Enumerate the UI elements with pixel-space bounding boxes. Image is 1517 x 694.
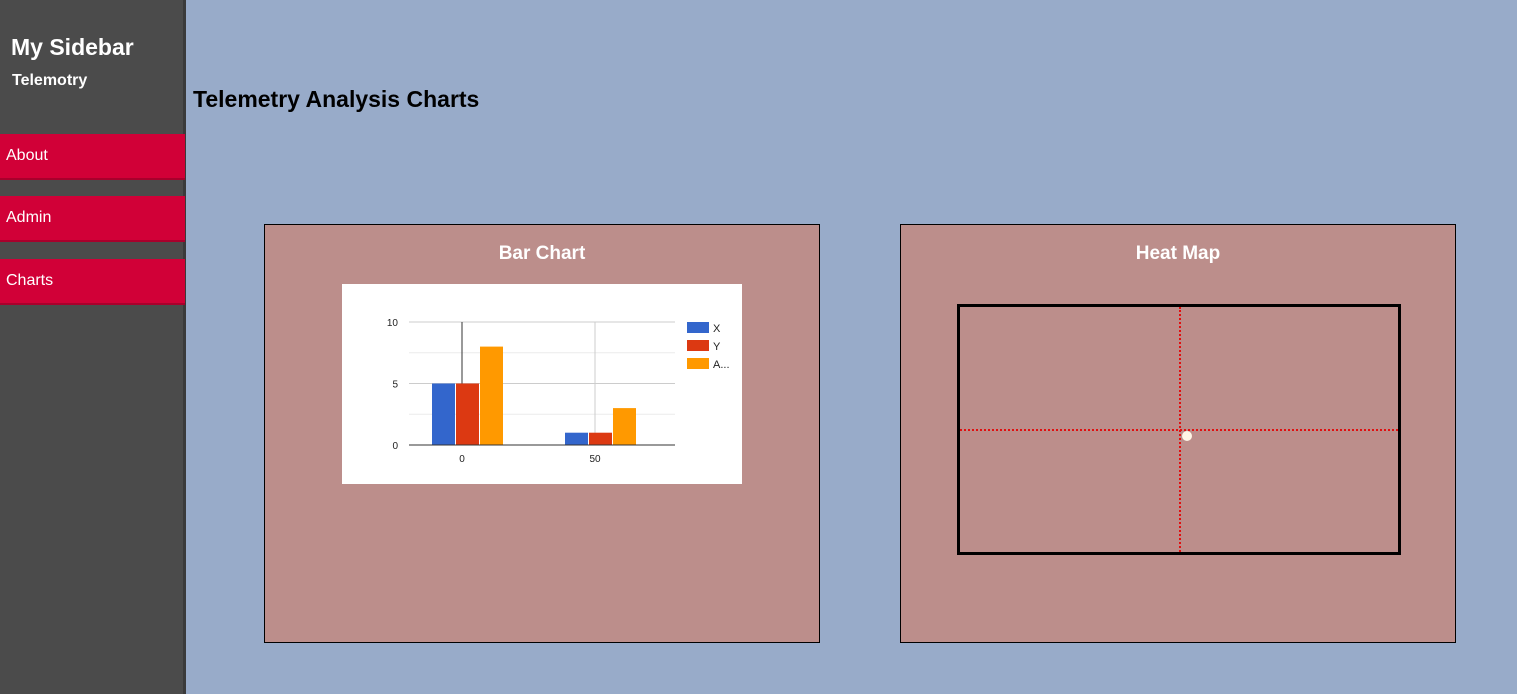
sidebar-item-charts[interactable]: Charts <box>0 259 185 305</box>
legend-entry: Y <box>713 341 721 353</box>
bar-chart-panel: Bar Chart 0 5 10 0 50 X Y A... <box>264 224 820 643</box>
y-tick-label: 0 <box>392 441 398 452</box>
bar-y-50 <box>589 432 612 445</box>
legend-swatch <box>687 358 709 369</box>
x-tick-label: 50 <box>589 454 601 465</box>
sidebar-title: My Sidebar <box>11 34 134 60</box>
legend-entry: X <box>713 323 721 335</box>
heat-map-point <box>1182 431 1192 441</box>
sidebar-subtitle: Telemotry <box>12 72 88 89</box>
bar-chart: 0 5 10 0 50 XY A... <box>387 318 730 465</box>
bar-x-0 <box>432 383 455 445</box>
legend-entry: A... <box>713 359 730 371</box>
legend-swatch <box>687 340 709 351</box>
heat-map-panel: Heat Map <box>900 224 1456 643</box>
x-tick-label: 0 <box>459 454 465 465</box>
legend-swatch <box>687 322 709 333</box>
heat-map-title: Heat Map <box>1135 243 1221 264</box>
crosshair-vertical <box>1179 307 1181 552</box>
bar-a-50 <box>613 408 636 445</box>
sidebar: My Sidebar Telemotry <box>0 0 186 694</box>
page-title: Telemetry Analysis Charts <box>193 86 480 112</box>
bar-a-0 <box>480 346 503 445</box>
sidebar-item-admin[interactable]: Admin <box>0 196 185 242</box>
y-tick-label: 5 <box>392 380 398 391</box>
sidebar-item-about[interactable]: About <box>0 134 185 180</box>
bar-chart-title: Bar Chart <box>498 243 586 264</box>
y-tick-label: 10 <box>387 318 399 329</box>
heat-map-area[interactable] <box>957 304 1401 555</box>
bar-y-0 <box>456 383 479 445</box>
bar-chart-container: 0 5 10 0 50 X Y A... <box>342 284 742 484</box>
bar-x-50 <box>565 432 588 445</box>
